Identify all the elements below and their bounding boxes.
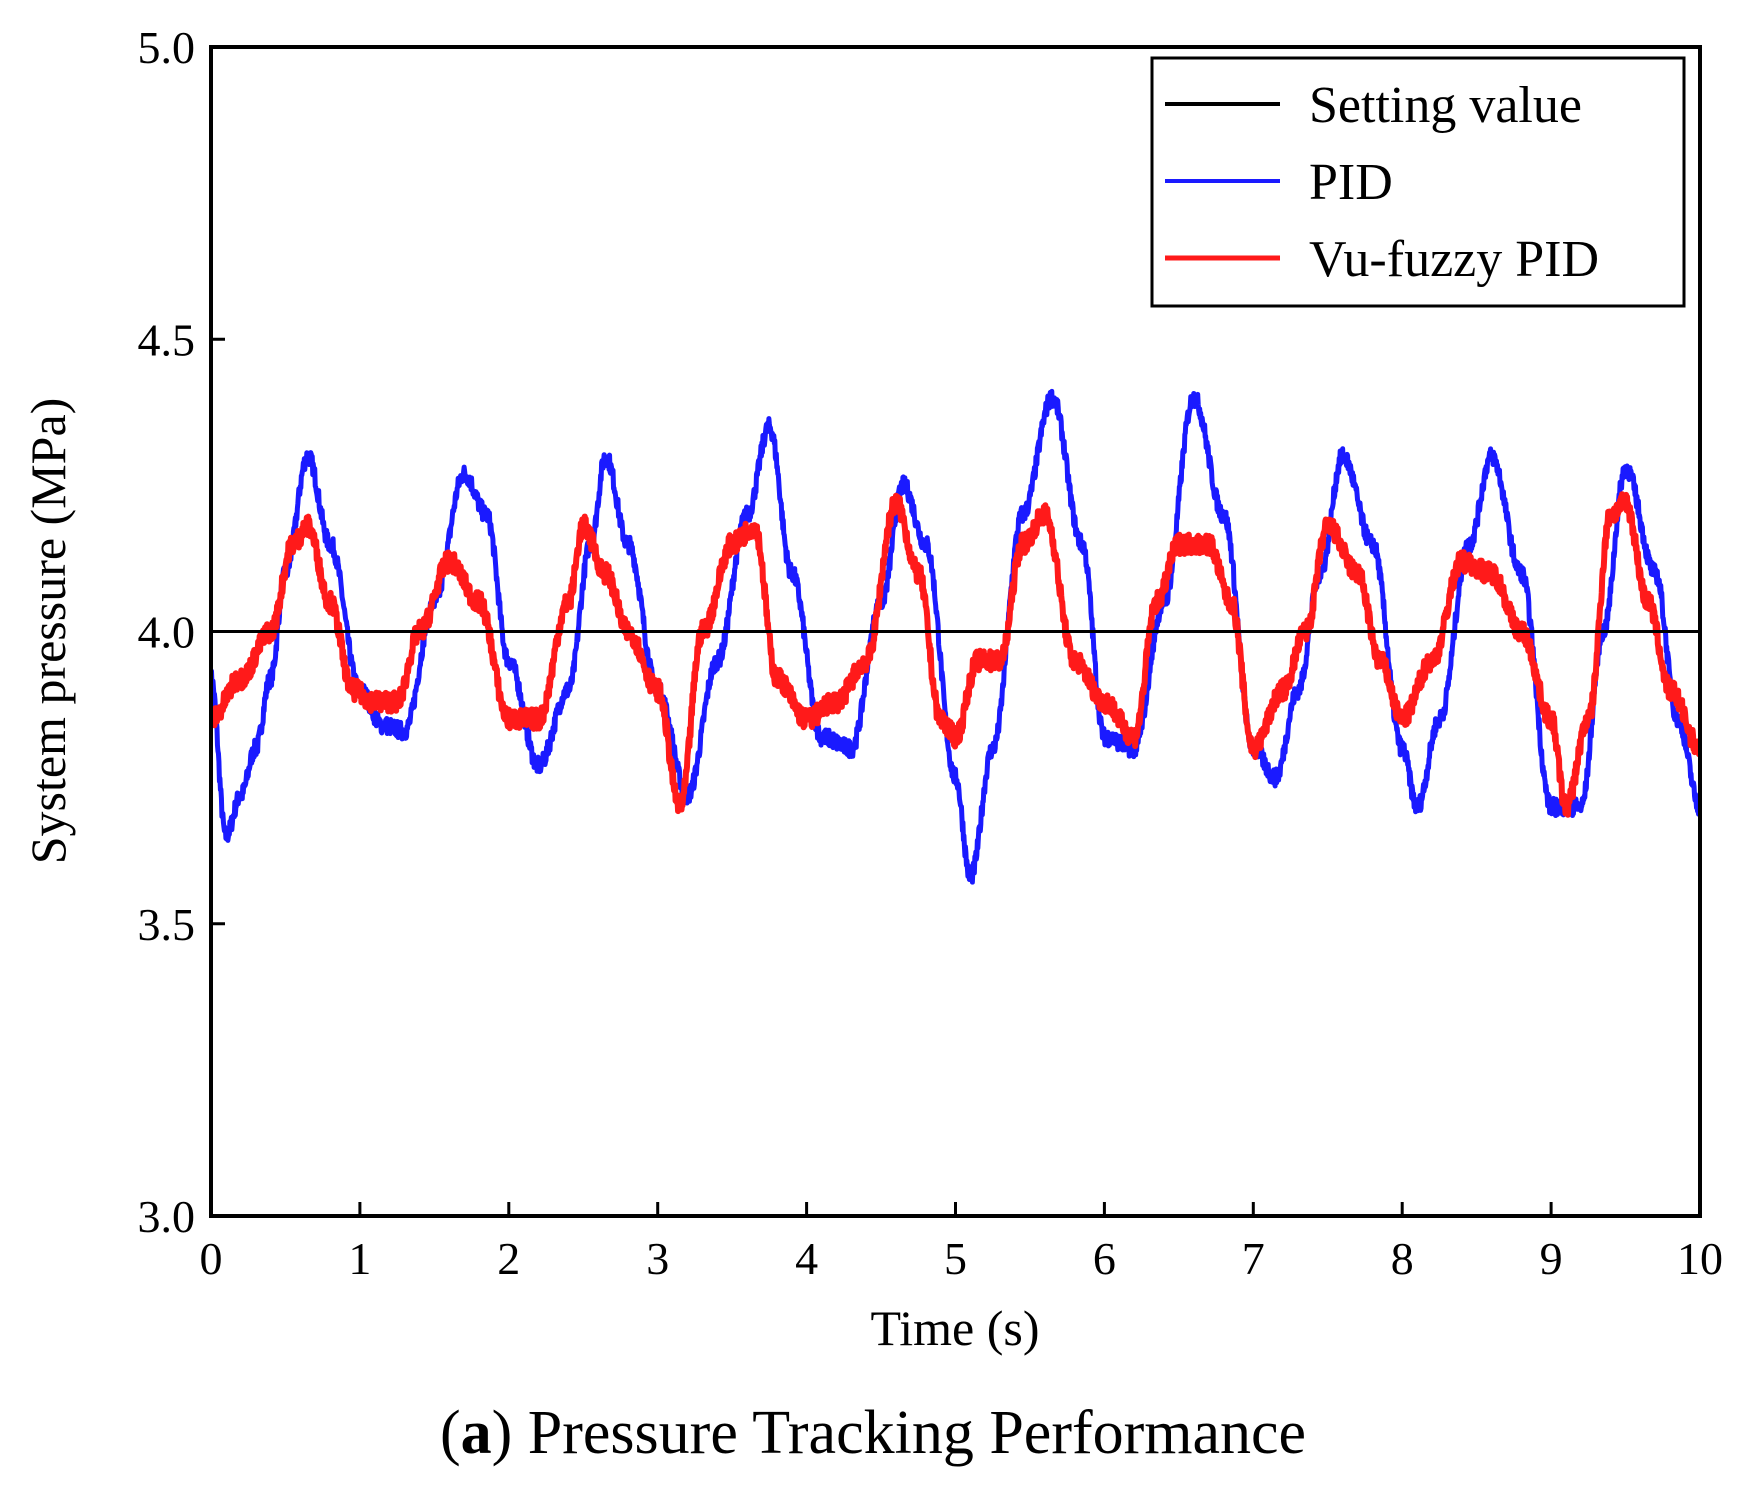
x-tick-label-10: 10: [1677, 1233, 1723, 1284]
figure-caption: (a) Pressure Tracking Performance: [0, 1398, 1746, 1469]
x-tick-label-2: 2: [497, 1233, 520, 1284]
legend: Setting value PID Vu-fuzzy PID: [1150, 56, 1686, 308]
y-axis-title: System pressure (MPa): [20, 398, 76, 865]
series-line-vu-fuzzy-pid: [211, 491, 1700, 818]
caption-open-paren: (: [439, 1399, 461, 1467]
x-tick-label-7: 7: [1242, 1233, 1265, 1284]
x-tick-label-4: 4: [795, 1233, 818, 1284]
x-tick-label-8: 8: [1391, 1233, 1414, 1284]
y-tick-label-3: 4.5: [138, 314, 196, 365]
caption-close-paren: ): [491, 1399, 513, 1467]
y-tick-label-1: 3.5: [138, 899, 196, 950]
y-tick-label-0: 3.0: [138, 1191, 196, 1242]
legend-label-setting-value: Setting value: [1309, 77, 1582, 134]
caption-label: a: [460, 1399, 492, 1467]
legend-label-vu-fuzzy-pid: Vu-fuzzy PID: [1309, 231, 1599, 288]
x-tick-label-3: 3: [646, 1233, 669, 1284]
y-tick-label-4: 5.0: [138, 22, 196, 73]
x-tick-label-1: 1: [348, 1233, 371, 1284]
series-line-pid: [211, 388, 1700, 885]
x-axis-title: Time (s): [870, 1300, 1039, 1356]
x-tick-label-5: 5: [944, 1233, 967, 1284]
x-tick-label-0: 0: [200, 1233, 223, 1284]
x-tick-label-9: 9: [1540, 1233, 1563, 1284]
x-tick-label-6: 6: [1093, 1233, 1116, 1284]
legend-label-pid: PID: [1309, 154, 1393, 211]
y-tick-label-2: 4.0: [138, 607, 196, 658]
caption-text: Pressure Tracking Performance: [512, 1399, 1307, 1467]
